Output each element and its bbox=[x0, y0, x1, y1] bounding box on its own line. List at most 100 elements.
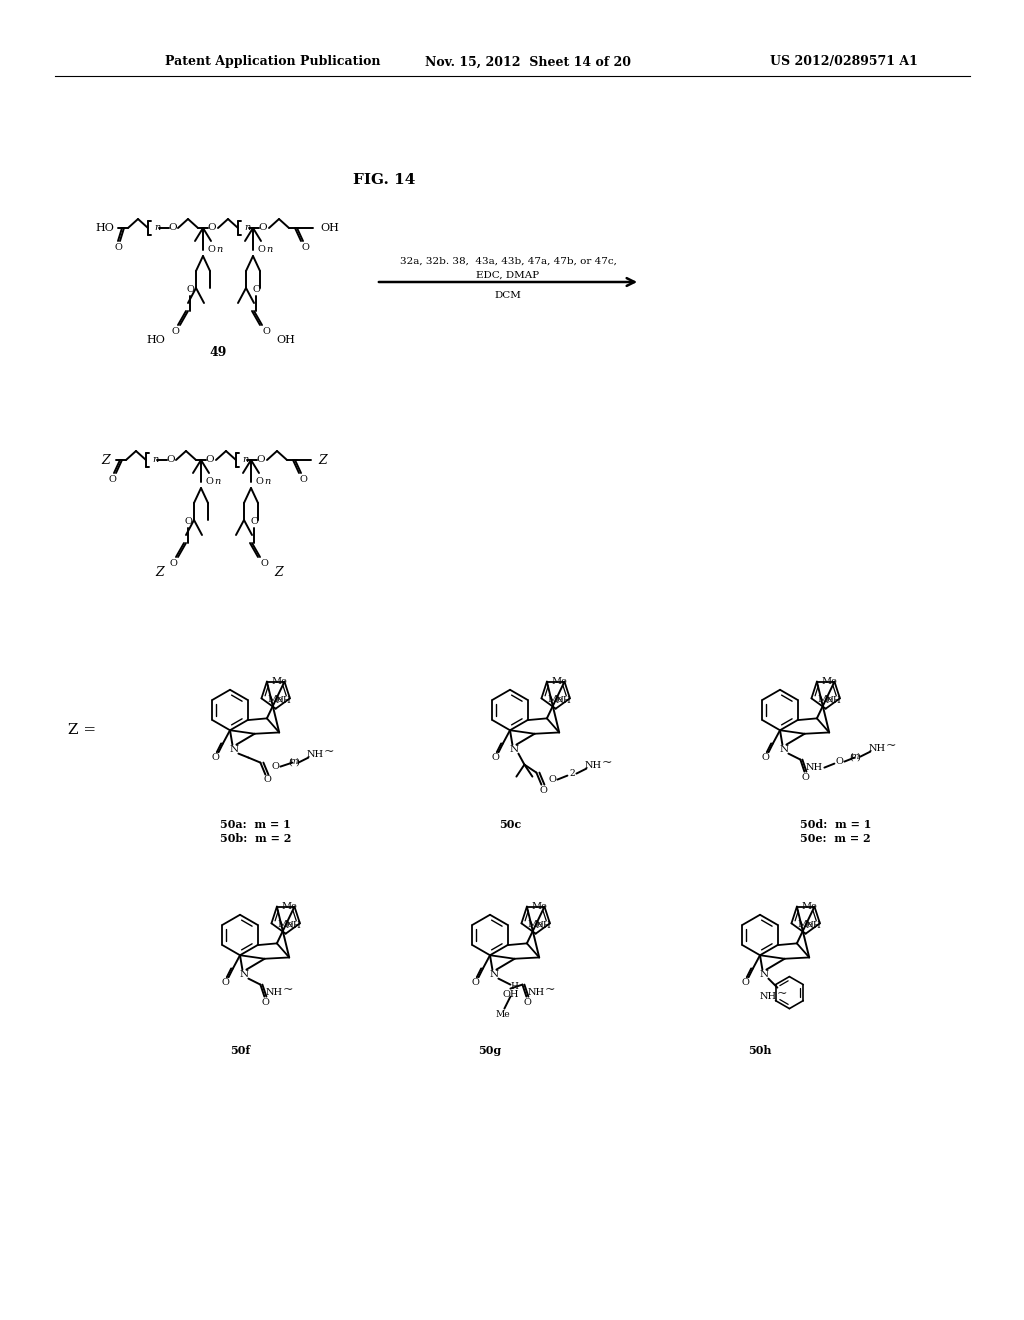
Text: ): ) bbox=[296, 758, 299, 766]
Text: NH: NH bbox=[806, 763, 823, 772]
Text: Nov. 15, 2012  Sheet 14 of 20: Nov. 15, 2012 Sheet 14 of 20 bbox=[425, 55, 631, 69]
Text: O: O bbox=[109, 474, 116, 483]
Text: NH: NH bbox=[868, 744, 886, 754]
Text: Me: Me bbox=[798, 920, 814, 929]
Text: 50h: 50h bbox=[749, 1044, 772, 1056]
Text: O: O bbox=[257, 246, 265, 255]
Text: O: O bbox=[169, 558, 177, 568]
Text: O: O bbox=[250, 517, 258, 527]
Text: O: O bbox=[262, 326, 270, 335]
Text: N: N bbox=[780, 744, 788, 754]
Text: O: O bbox=[540, 787, 548, 795]
Text: O: O bbox=[208, 223, 216, 232]
Text: O: O bbox=[802, 774, 809, 781]
Text: EDC, DMAP: EDC, DMAP bbox=[476, 271, 540, 280]
Text: ~: ~ bbox=[776, 987, 786, 1001]
Text: NH: NH bbox=[275, 696, 291, 705]
Text: ~: ~ bbox=[283, 983, 293, 997]
Text: O: O bbox=[257, 455, 265, 465]
Text: O: O bbox=[169, 223, 177, 232]
Text: Z: Z bbox=[156, 565, 164, 578]
Text: m: m bbox=[289, 758, 298, 766]
Text: O: O bbox=[761, 752, 769, 762]
Text: O: O bbox=[301, 243, 309, 252]
Text: O: O bbox=[492, 752, 499, 762]
Text: O: O bbox=[523, 998, 531, 1007]
Text: 50c: 50c bbox=[499, 820, 521, 830]
Text: Me: Me bbox=[531, 902, 547, 911]
Text: 32a, 32b. 38,  43a, 43b, 47a, 47b, or 47c,: 32a, 32b. 38, 43a, 43b, 47a, 47b, or 47c… bbox=[399, 256, 616, 265]
Text: O: O bbox=[549, 775, 556, 784]
Text: O: O bbox=[221, 978, 229, 987]
Text: Me: Me bbox=[551, 677, 567, 686]
Text: Z: Z bbox=[101, 454, 110, 466]
Text: FIG. 14: FIG. 14 bbox=[353, 173, 415, 187]
Text: 50d:  m = 1: 50d: m = 1 bbox=[800, 820, 871, 830]
Text: O: O bbox=[836, 758, 844, 766]
Text: N: N bbox=[760, 970, 769, 979]
Text: 49: 49 bbox=[209, 346, 226, 359]
Text: DCM: DCM bbox=[495, 290, 521, 300]
Text: NH: NH bbox=[285, 920, 301, 929]
Text: HO: HO bbox=[146, 335, 165, 345]
Text: OH: OH bbox=[502, 990, 518, 999]
Text: N: N bbox=[510, 744, 519, 754]
Text: O: O bbox=[741, 978, 749, 987]
Text: Me: Me bbox=[282, 902, 297, 911]
Text: NH: NH bbox=[825, 696, 841, 705]
Text: ~: ~ bbox=[324, 744, 334, 758]
Text: NH: NH bbox=[266, 989, 283, 997]
Text: Z: Z bbox=[318, 454, 327, 466]
Text: m: m bbox=[850, 752, 859, 762]
Text: NH: NH bbox=[555, 696, 570, 705]
Text: H: H bbox=[510, 982, 518, 991]
Text: ~: ~ bbox=[601, 756, 611, 770]
Text: O: O bbox=[207, 246, 215, 255]
Text: O: O bbox=[271, 762, 280, 771]
Text: NH: NH bbox=[760, 993, 777, 1001]
Text: 50f: 50f bbox=[230, 1044, 250, 1056]
Text: Z: Z bbox=[274, 565, 283, 578]
Text: Me: Me bbox=[278, 920, 294, 929]
Text: OH: OH bbox=[319, 223, 339, 234]
Text: N: N bbox=[240, 970, 249, 979]
Text: NH: NH bbox=[535, 920, 551, 929]
Text: Z =: Z = bbox=[68, 723, 96, 737]
Text: HO: HO bbox=[95, 223, 114, 234]
Text: (: ( bbox=[850, 752, 853, 762]
Text: Me: Me bbox=[267, 696, 284, 705]
Text: Me: Me bbox=[818, 696, 834, 705]
Text: O: O bbox=[263, 775, 271, 784]
Text: O: O bbox=[171, 326, 179, 335]
Text: O: O bbox=[299, 474, 307, 483]
Text: NH: NH bbox=[307, 750, 324, 759]
Text: O: O bbox=[255, 478, 263, 487]
Text: Me: Me bbox=[548, 696, 563, 705]
Text: Me: Me bbox=[527, 920, 544, 929]
Text: O: O bbox=[206, 455, 214, 465]
Text: O: O bbox=[184, 517, 191, 527]
Text: Me: Me bbox=[495, 1010, 510, 1019]
Text: O: O bbox=[260, 558, 268, 568]
Text: O: O bbox=[114, 243, 122, 252]
Text: NH: NH bbox=[805, 920, 821, 929]
Text: OH: OH bbox=[276, 335, 295, 345]
Text: Patent Application Publication: Patent Application Publication bbox=[165, 55, 381, 69]
Text: O: O bbox=[261, 998, 269, 1007]
Text: O: O bbox=[211, 752, 219, 762]
Text: ~: ~ bbox=[544, 983, 555, 997]
Text: n: n bbox=[216, 246, 222, 255]
Text: O: O bbox=[259, 223, 267, 232]
Text: NH: NH bbox=[527, 989, 545, 997]
Text: 50e:  m = 2: 50e: m = 2 bbox=[800, 833, 870, 845]
Text: 50b:  m = 2: 50b: m = 2 bbox=[220, 833, 292, 845]
Text: US 2012/0289571 A1: US 2012/0289571 A1 bbox=[770, 55, 918, 69]
Text: NH: NH bbox=[585, 762, 602, 770]
Text: Me: Me bbox=[271, 677, 287, 686]
Text: O: O bbox=[186, 285, 194, 294]
Text: O: O bbox=[167, 455, 175, 465]
Text: N: N bbox=[489, 970, 499, 979]
Text: 2: 2 bbox=[569, 770, 575, 777]
Text: n: n bbox=[242, 455, 248, 465]
Text: n: n bbox=[214, 478, 220, 487]
